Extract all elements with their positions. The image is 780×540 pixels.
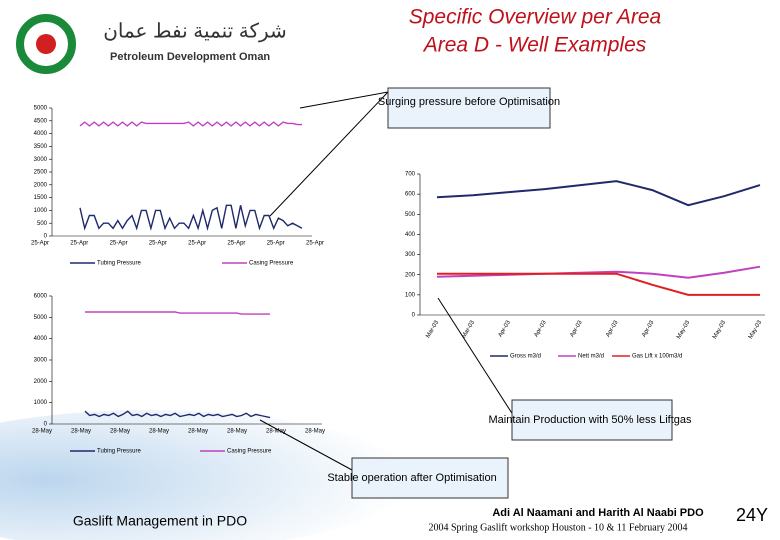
series-line [437, 272, 760, 296]
y-tick-label: 0 [44, 422, 48, 428]
series-line [79, 204, 303, 232]
x-tick-label: 28-May [110, 429, 130, 435]
callout-box [387, 87, 551, 129]
series-line [84, 410, 271, 419]
x-tick-label: 28-May [32, 429, 52, 435]
x-tick-label: Apr-03 [569, 319, 584, 338]
callout-connector [259, 419, 353, 471]
callout-connector [299, 91, 389, 109]
world-map-background [0, 410, 410, 540]
footer-left: Gaslift Management in PDO [73, 513, 247, 529]
legend-label: Tubing Pressure [97, 449, 141, 455]
y-tick-label: 0 [412, 313, 416, 319]
x-tick-label: 25-Apr [110, 241, 128, 247]
slide-subtitle: Area D - Well Examples [422, 34, 647, 57]
x-tick-label: 25-Apr [267, 241, 285, 247]
legend-label: Casing Pressure [227, 449, 272, 455]
y-tick-label: 200 [405, 272, 416, 278]
callout-box [351, 457, 509, 499]
x-tick-label: 28-May [305, 429, 325, 435]
y-tick-label: 6000 [34, 294, 48, 300]
x-tick-label: Apr-03 [498, 319, 513, 338]
x-tick-label: Mar-03 [461, 319, 476, 339]
series-line [436, 180, 761, 207]
x-tick-label: Apr-03 [605, 319, 620, 338]
x-tick-label: Apr-03 [641, 319, 656, 338]
legend-label: Gross m3/d [510, 354, 541, 360]
x-tick-label: 28-May [71, 429, 91, 435]
y-tick-label: 3500 [34, 144, 48, 150]
y-tick-label: 3000 [34, 358, 48, 364]
footer-authors: Adi Al Naamani and Harith Al Naabi PDO [492, 507, 704, 519]
x-tick-label: May-03 [712, 319, 728, 340]
logo-ring [16, 14, 76, 74]
y-tick-label: 5000 [34, 315, 48, 321]
y-tick-label: 400 [405, 232, 416, 238]
callout-box [511, 399, 673, 441]
callout-connector [269, 91, 389, 217]
y-tick-label: 500 [37, 221, 48, 227]
x-tick-label: 25-Apr [70, 241, 88, 247]
callout-text: Maintain Production with 50% less Liftga… [489, 414, 692, 426]
y-tick-label: 1000 [34, 208, 48, 214]
x-tick-label: Apr-03 [534, 319, 549, 338]
legend-label: Tubing Pressure [97, 261, 141, 267]
y-tick-label: 4500 [34, 118, 48, 124]
y-tick-label: 300 [405, 252, 416, 258]
series-line [79, 121, 302, 127]
y-tick-label: 4000 [34, 336, 48, 342]
legend-label: Gas Lift x 100m3/d [632, 354, 682, 360]
series-line [436, 265, 761, 279]
logo-center [36, 34, 56, 54]
y-tick-label: 1500 [34, 195, 48, 201]
callout-text: Surging pressure before Optimisation [378, 96, 560, 108]
x-tick-label: 25-Apr [149, 241, 167, 247]
footer-event: 2004 Spring Gaslift workshop Houston - 1… [428, 522, 687, 533]
x-tick-label: 28-May [227, 429, 247, 435]
company-name: Petroleum Development Oman [110, 51, 270, 63]
x-tick-label: 25-Apr [188, 241, 206, 247]
y-tick-label: 700 [405, 172, 416, 178]
company-arabic: شركة تنمية نفط عمان [103, 20, 287, 42]
y-tick-label: 2000 [34, 379, 48, 385]
x-tick-label: May-03 [748, 319, 764, 340]
x-tick-label: Mar-03 [425, 319, 440, 339]
x-tick-label: 28-May [266, 429, 286, 435]
x-tick-label: 25-Apr [227, 241, 245, 247]
page-number: 24Y [736, 505, 768, 525]
y-tick-label: 600 [405, 192, 416, 198]
y-tick-label: 4000 [34, 131, 48, 137]
x-tick-label: 25-Apr [306, 241, 324, 247]
y-tick-label: 2500 [34, 170, 48, 176]
y-tick-label: 0 [44, 234, 48, 240]
x-tick-label: 28-May [188, 429, 208, 435]
callout-text: Stable operation after Optimisation [327, 472, 496, 484]
y-tick-label: 1000 [34, 400, 48, 406]
x-tick-label: May-03 [676, 319, 692, 340]
x-tick-label: 28-May [149, 429, 169, 435]
legend-label: Casing Pressure [249, 261, 294, 267]
y-tick-label: 500 [405, 212, 416, 218]
x-tick-label: 25-Apr [31, 241, 49, 247]
slide-title: Specific Overview per Area [409, 6, 661, 29]
y-tick-label: 2000 [34, 182, 48, 188]
y-tick-label: 5000 [34, 106, 48, 112]
callout-connector [437, 297, 516, 419]
y-tick-label: 100 [405, 292, 416, 298]
y-tick-label: 3000 [34, 157, 48, 163]
series-line [85, 311, 270, 315]
legend-label: Nett m3/d [578, 354, 604, 360]
